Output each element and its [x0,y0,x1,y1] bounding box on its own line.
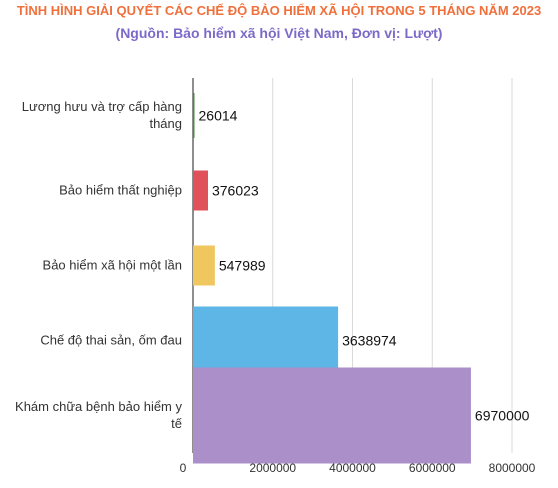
x-tick-label: 2000000 [249,461,296,475]
data-label: 3638974 [342,333,397,349]
data-label: 26014 [199,108,238,124]
data-label: 6970000 [475,408,530,424]
category-label-line: Khám chữa bệnh bảo hiểm y [15,399,182,414]
category-label-line: tháng [149,116,182,131]
x-tick-label: 8000000 [489,461,536,475]
chart-title: TÌNH HÌNH GIẢI QUYẾT CÁC CHẾ ĐỘ BẢO HIỂM… [16,3,542,18]
category-label-line: Lương hưu và trợ cấp hàng [22,99,182,114]
bar [193,306,339,375]
category-label: Chế độ thai sản, ốm đau [40,333,182,348]
category-label: Bảo hiểm thất nghiệp [59,183,182,198]
x-axis: 0 2000000 4000000 6000000 8000000 [180,461,536,475]
category-label-line: tế [171,416,183,431]
labels: 26014 Lương hưu và trợ cấp hàng tháng 37602… [15,99,530,431]
x-tick-label: 6000000 [409,461,456,475]
category-label: Lương hưu và trợ cấp hàng tháng [22,99,182,131]
bar [193,170,208,211]
category-label: Khám chữa bệnh bảo hiểm y tế [15,399,183,431]
category-label-line: Chế độ thai sản, ốm đau [40,333,182,348]
category-label: Bảo hiểm xã hội một lần [43,258,182,273]
x-tick-label: 0 [180,461,187,475]
bar [193,367,471,464]
chart-subtitle: (Nguồn: Bảo hiểm xã hội Việt Nam, Đơn vị… [115,25,443,41]
x-tick-label: 4000000 [329,461,376,475]
bar [193,245,215,286]
data-label: 376023 [212,183,259,199]
category-label-line: Bảo hiểm thất nghiệp [59,183,182,198]
category-label-line: Bảo hiểm xã hội một lần [43,258,182,273]
data-label: 547989 [219,258,266,274]
bars [193,93,471,464]
bar [193,93,195,138]
